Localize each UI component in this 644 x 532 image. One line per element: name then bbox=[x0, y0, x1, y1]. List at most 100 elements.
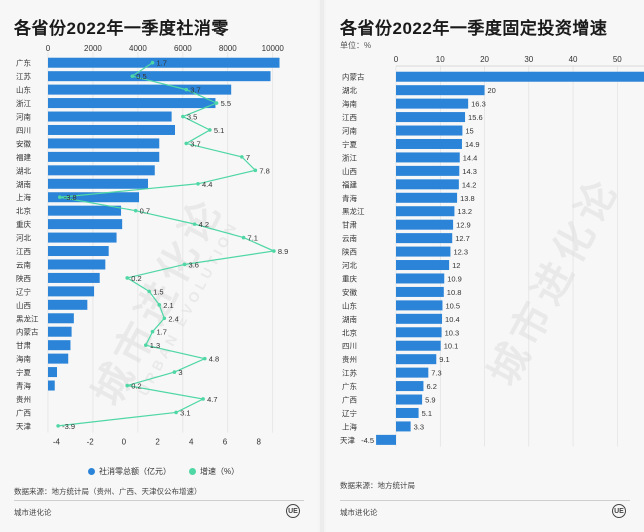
sales-bar bbox=[48, 326, 72, 337]
category-label: 黑龙江 bbox=[16, 313, 39, 323]
growth-point bbox=[150, 329, 155, 334]
category-label: 贵州 bbox=[16, 394, 31, 404]
investment-bar bbox=[396, 246, 451, 257]
category-label: 四川 bbox=[16, 126, 31, 135]
category-label: 山西 bbox=[342, 166, 357, 176]
left-chart-title: 各省份2022年一季度社消零 bbox=[14, 19, 229, 38]
category-label: 上海 bbox=[16, 192, 31, 202]
axis-tick-label: 50 bbox=[613, 55, 622, 64]
growth-point bbox=[172, 370, 177, 374]
category-label: 海南 bbox=[342, 99, 357, 109]
left-footer-line bbox=[14, 500, 304, 501]
right-source: 数据来源：地方统计局 bbox=[340, 481, 415, 490]
category-label: 上海 bbox=[342, 421, 357, 431]
growth-data-label: 0.2 bbox=[131, 274, 141, 283]
category-label: 北京 bbox=[342, 327, 357, 337]
category-label: 湖南 bbox=[342, 314, 357, 324]
investment-data-label: 14.2 bbox=[462, 180, 477, 189]
sales-bar bbox=[48, 353, 69, 364]
category-label: 广东 bbox=[16, 58, 31, 68]
right-unit-label: 单位：% bbox=[340, 41, 372, 50]
investment-bar bbox=[396, 327, 442, 338]
sales-bar bbox=[48, 259, 106, 270]
growth-data-label: 5.5 bbox=[221, 99, 231, 108]
category-label: 陕西 bbox=[16, 273, 31, 283]
category-label: 江西 bbox=[342, 113, 357, 122]
growth-point bbox=[58, 195, 62, 200]
sales-bar bbox=[48, 151, 160, 162]
category-label: 重庆 bbox=[342, 273, 357, 283]
left-brand-logo-icon: UE bbox=[286, 504, 300, 518]
sales-bar bbox=[48, 367, 57, 378]
sales-bar bbox=[48, 299, 88, 310]
left-source: 数据来源：地方统计局（贵州、广西、天津仅公布增速） bbox=[14, 487, 202, 496]
category-label: 浙江 bbox=[342, 152, 357, 162]
category-label: 云南 bbox=[16, 259, 31, 269]
investment-data-label: 16.3 bbox=[471, 100, 486, 109]
category-label: 河南 bbox=[16, 112, 31, 122]
investment-data-label: -4.5 bbox=[361, 436, 374, 445]
growth-data-label: 0.7 bbox=[140, 207, 150, 216]
investment-bar bbox=[396, 192, 458, 203]
growth-point bbox=[125, 276, 130, 280]
growth-data-label: -3.8 bbox=[64, 193, 77, 202]
category-label: 北京 bbox=[16, 206, 31, 216]
growth-data-label: 7 bbox=[246, 153, 250, 162]
category-label: 宁夏 bbox=[16, 367, 31, 377]
bottom-axis-tick-label: -2 bbox=[87, 438, 95, 447]
category-label: 广西 bbox=[16, 407, 31, 417]
investment-data-label: 12.7 bbox=[455, 234, 470, 243]
investment-bar bbox=[396, 71, 644, 82]
category-label: 河南 bbox=[342, 126, 357, 136]
growth-data-label: 4.2 bbox=[199, 220, 209, 229]
top-axis-tick-label: 2000 bbox=[84, 44, 102, 53]
investment-data-label: 10.5 bbox=[445, 301, 460, 310]
category-label: 安徽 bbox=[342, 287, 357, 297]
bar-legend-swatch bbox=[88, 468, 95, 475]
investment-data-label: 12.3 bbox=[453, 248, 468, 257]
investment-data-label: 5.1 bbox=[422, 409, 432, 418]
growth-point bbox=[272, 249, 276, 253]
sales-bar bbox=[48, 232, 117, 243]
category-label: 福建 bbox=[16, 152, 31, 162]
growth-data-label: 2.4 bbox=[168, 314, 178, 323]
left-chart-panel: 城市进化论 URBAN EVOLUTION 各省份2022年一季度社消零 0 20… bbox=[0, 0, 318, 532]
growth-point bbox=[240, 155, 244, 159]
category-label: 河北 bbox=[16, 234, 31, 243]
category-label: 内蒙古 bbox=[16, 327, 39, 337]
sales-bar bbox=[48, 313, 74, 324]
category-label: 陕西 bbox=[342, 247, 357, 257]
investment-bar bbox=[396, 354, 437, 365]
category-label: 宁夏 bbox=[342, 139, 357, 149]
sales-bar bbox=[48, 380, 55, 391]
investment-bar bbox=[396, 85, 485, 96]
growth-data-label: 4.4 bbox=[202, 180, 212, 189]
category-label: 山东 bbox=[342, 300, 357, 310]
investment-data-label: 12.9 bbox=[456, 221, 471, 230]
growth-point bbox=[56, 424, 60, 428]
category-label: 安徽 bbox=[16, 138, 31, 148]
growth-point bbox=[196, 181, 200, 186]
investment-data-label: 14.4 bbox=[463, 153, 478, 162]
bottom-axis-tick-label: -4 bbox=[53, 438, 61, 447]
growth-data-label: 4.7 bbox=[207, 395, 217, 404]
category-label: 江西 bbox=[16, 247, 31, 256]
growth-point bbox=[208, 128, 212, 132]
top-axis-tick-label: 4000 bbox=[129, 44, 147, 53]
growth-data-label: 5.1 bbox=[214, 126, 224, 135]
growth-point bbox=[133, 208, 138, 213]
growth-point bbox=[184, 87, 189, 92]
bottom-axis-tick-label: 4 bbox=[189, 438, 194, 447]
investment-data-label: 15 bbox=[465, 127, 473, 136]
growth-point bbox=[202, 356, 207, 361]
bottom-axis-tick-label: 8 bbox=[256, 438, 261, 447]
top-axis-tick-label: 6000 bbox=[174, 44, 192, 53]
growth-data-label: 3.5 bbox=[187, 113, 197, 122]
investment-bar bbox=[396, 286, 444, 297]
category-label: 天津 bbox=[16, 422, 31, 431]
category-label: 湖南 bbox=[16, 179, 31, 189]
category-label: 四川 bbox=[342, 342, 357, 351]
investment-data-label: 14.9 bbox=[465, 140, 480, 149]
right-footer-line bbox=[340, 500, 630, 501]
investment-data-label: 9.1 bbox=[439, 355, 449, 364]
